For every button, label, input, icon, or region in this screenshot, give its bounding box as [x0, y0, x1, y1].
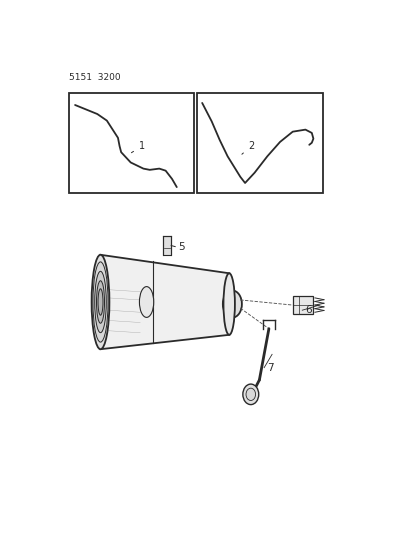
- Ellipse shape: [245, 388, 255, 400]
- Polygon shape: [100, 255, 229, 349]
- Ellipse shape: [223, 273, 234, 335]
- Bar: [197, 93, 322, 193]
- Ellipse shape: [139, 287, 153, 317]
- Ellipse shape: [222, 290, 241, 318]
- Text: 5151  3200: 5151 3200: [69, 73, 120, 82]
- Bar: [69, 93, 194, 193]
- Text: 1: 1: [131, 141, 144, 153]
- Text: 2: 2: [241, 141, 254, 154]
- Text: 5: 5: [178, 241, 184, 252]
- Ellipse shape: [94, 271, 106, 333]
- Ellipse shape: [242, 384, 258, 405]
- Bar: [163, 236, 171, 255]
- Text: 6: 6: [305, 305, 311, 315]
- Ellipse shape: [96, 281, 104, 323]
- Ellipse shape: [98, 289, 103, 315]
- Ellipse shape: [93, 262, 108, 342]
- Ellipse shape: [91, 255, 109, 349]
- Text: 7: 7: [267, 362, 273, 373]
- Bar: [292, 296, 312, 314]
